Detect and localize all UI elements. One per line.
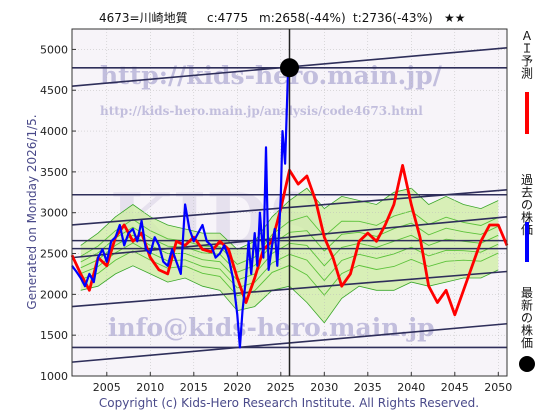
x-tick-label: 2050 — [484, 381, 512, 394]
x-tick-label: 2040 — [397, 381, 425, 394]
y-tick-label: 2500 — [40, 248, 68, 261]
legend-label-0: ＡＩ予測 — [521, 29, 533, 81]
x-tick-label: 2010 — [136, 381, 164, 394]
legend-label-2: 最新の株価 — [521, 286, 533, 350]
close-price: c:4775 — [207, 11, 248, 25]
legend-char: の — [521, 198, 533, 212]
legend-label-1: 過去の株価 — [521, 173, 533, 237]
y-tick-label: 2000 — [40, 288, 68, 301]
y-tick-label: 3500 — [40, 166, 68, 179]
y-tick-label: 5000 — [40, 43, 68, 56]
y-tick-label: 1500 — [40, 329, 68, 342]
legend-marker-2 — [519, 356, 535, 372]
y-tick-label: 4500 — [40, 84, 68, 97]
watermark-analysis-url: http://kids-hero.main.jp/analysis/code46… — [100, 104, 423, 118]
generated-date-label: Generated on Monday 2026/1/5. — [25, 114, 39, 309]
x-tick-label: 2020 — [223, 381, 251, 394]
legend-char: 最 — [521, 286, 533, 300]
chart-title: 4673=川崎地質 — [99, 10, 188, 25]
x-tick-label: 2045 — [441, 381, 469, 394]
latest-price-dot — [280, 58, 299, 78]
t-stat: t:2736(-43%) — [353, 11, 433, 25]
legend-char: 測 — [521, 67, 533, 81]
legend-char: 過 — [521, 173, 533, 187]
legend-char: Ｉ — [521, 42, 533, 56]
legend-char: の — [521, 311, 533, 325]
y-tick-label: 3000 — [40, 207, 68, 220]
legend-char: 価 — [521, 336, 533, 350]
x-tick-label: 2025 — [267, 381, 295, 394]
y-tick-label: 1000 — [40, 370, 68, 383]
watermark-url: http://kids-hero.main.jp/ — [100, 61, 443, 90]
m-stat: m:2658(-44%) — [259, 11, 346, 25]
legend-char: 株 — [521, 323, 533, 338]
watermark-email: info@kids-hero.main.jp — [108, 313, 435, 342]
legend-char: 新 — [521, 298, 533, 313]
legend-char: 予 — [521, 54, 533, 68]
x-tick-label: 2030 — [310, 381, 338, 394]
legend-char: 株 — [521, 210, 533, 225]
legend-char: Ａ — [521, 29, 533, 43]
x-tick-label: 2035 — [354, 381, 382, 394]
copyright-footer: Copyright (c) Kids-Hero Research Institu… — [99, 396, 479, 410]
series-past-price — [71, 67, 291, 349]
x-tick-label: 2005 — [93, 381, 121, 394]
latest-group — [280, 29, 299, 376]
x-tick-label: 2015 — [180, 381, 208, 394]
rating-stars: ★★ — [444, 11, 466, 25]
y-tick-label: 4000 — [40, 125, 68, 138]
legend-char: 去 — [521, 186, 533, 200]
legend: ＡＩ予測過去の株価最新の株価 — [519, 29, 535, 372]
